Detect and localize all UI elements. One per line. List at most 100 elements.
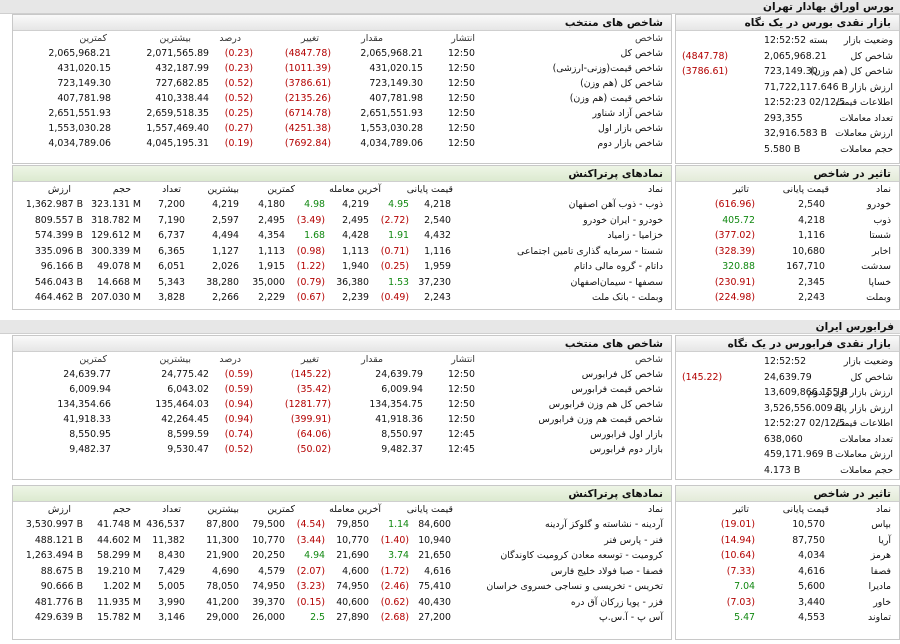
active-close: 21,650: [418, 550, 451, 561]
impact-row[interactable]: خساپا 2,345 (230.91): [676, 275, 899, 290]
active-value: 574.399 B: [34, 230, 83, 241]
snapshot-label: ارزش بازار: [849, 81, 893, 93]
index-name: شاخص بازار دوم: [597, 138, 663, 149]
index-row[interactable]: شاخص کل هم وزن فرابورس 12:50 134,354.75 (12…: [13, 397, 671, 412]
index-max: 432,187.99: [155, 63, 209, 74]
active-min: 26,000: [252, 612, 285, 623]
active-close: 4,432: [424, 230, 451, 241]
snapshot-row: ارزش بازار اول و دوم 13,609,866.155 B: [676, 385, 899, 400]
impact-row[interactable]: مادیرا 5,600 7.04: [676, 579, 899, 594]
snapshot-value: 4.173 B: [764, 464, 801, 476]
fara-indices-title: شاخص های منتخب: [13, 336, 671, 352]
index-min: 431,020.15: [57, 63, 111, 74]
index-row[interactable]: شاخص بازار اول 12:50 1,553,030.28 (4251.38)…: [13, 121, 671, 136]
impact-row[interactable]: وبملت 2,243 (224.98): [676, 290, 899, 305]
index-row[interactable]: شاخص قیمت(وزنی-ارزشی) 12:50 431,020.15 (101…: [13, 61, 671, 76]
active-symbol: آس پ - آ.س.پ: [598, 612, 663, 623]
active-row[interactable]: تخریس - تخریسی و نساجی خسروی خراسان 75,41…: [13, 579, 671, 594]
impact-row[interactable]: تماوند 4,553 5.47: [676, 610, 899, 625]
active-row[interactable]: داتام - گروه مالی داتام 1,959 (0.25) 1,940 (…: [13, 259, 671, 274]
active-row[interactable]: آس پ - آ.س.پ 27,200 (2.68) 27,890 2.5 26,000 2…: [13, 610, 671, 625]
impact-row[interactable]: فصفا 4,616 (7.33): [676, 564, 899, 579]
active-min: 2,495: [258, 214, 285, 226]
active-row[interactable]: شستا - سرمایه گذاری تامین اجتماعی 1,116 (0…: [13, 244, 671, 259]
impact-header-cell: تاثیر: [732, 184, 749, 195]
active-last: 40,600: [336, 596, 369, 608]
indices-header-cell: درصد: [219, 354, 241, 365]
index-time: 12:50: [447, 63, 475, 74]
active-value: 335.096 B: [34, 245, 83, 257]
active-row[interactable]: خزامیا - زامیاد 4,432 1.91 4,428 1.68 4,354 4,…: [13, 228, 671, 243]
index-min: 4,034,789.06: [48, 138, 111, 149]
index-row[interactable]: شاخص کل (هم وزن) 12:50 723,149.30 (3786.61)…: [13, 76, 671, 91]
index-name: شاخص کل: [620, 48, 663, 59]
index-value: 8,550.97: [381, 429, 423, 440]
active-row[interactable]: فنر - پارس فنر 10,940 (1.40) 10,770 (3.44) 10…: [13, 533, 671, 548]
index-min: 8,550.95: [69, 429, 111, 440]
index-percent: (0.25): [224, 108, 253, 119]
impact-symbol: هرمز: [870, 550, 891, 561]
active-value: 429.639 B: [34, 612, 83, 623]
impact-row[interactable]: ذوب 4,218 405.72: [676, 213, 899, 228]
active-row[interactable]: ذوب - ذوب آهن اصفهان 4,218 4.95 4,219 4.98 4,…: [13, 197, 671, 212]
indices-header-cell: تغییر: [301, 33, 319, 44]
active-value: 546.043 B: [34, 276, 83, 288]
index-change: (2135.26): [284, 93, 331, 104]
index-name: شاخص قیمت (هم وزن): [569, 93, 663, 104]
active-last-change: 4.94: [304, 550, 325, 561]
index-max: 410,338.44: [155, 93, 209, 104]
index-time: 12:50: [447, 123, 475, 134]
index-row[interactable]: شاخص بازار دوم 12:50 4,034,789.06 (7692.84)…: [13, 136, 671, 151]
active-row[interactable]: وبملت - بانک ملت 2,243 (0.49) 2,239 (0.67) 2,…: [13, 290, 671, 305]
active-min: 2,229: [258, 292, 285, 303]
snapshot-row: ارزش معاملات 459,171.969 B: [676, 447, 899, 462]
index-row[interactable]: شاخص کل فرابورس 12:50 24,639.79 (145.22) (0.…: [13, 367, 671, 382]
impact-row[interactable]: هرمز 4,034 (10.64): [676, 548, 899, 563]
impact-header-cell: نماد: [875, 184, 891, 195]
impact-row[interactable]: آریا 87,750 (14.94): [676, 533, 899, 548]
impact-row[interactable]: شستا 1,116 (377.02): [676, 228, 899, 243]
impact-value: 5.47: [734, 612, 755, 623]
index-change: (145.22): [290, 369, 331, 380]
active-header-cell: حجم: [112, 504, 131, 515]
impact-row[interactable]: خودرو 2,540 (616.96): [676, 197, 899, 212]
index-row[interactable]: شاخص قیمت هم وزن فرابورس 12:50 41,918.36 (3…: [13, 412, 671, 427]
active-symbol: کرومیت - توسعه معادن کرومیت کاوندگان: [500, 550, 663, 561]
active-row[interactable]: آردینه - نشاسته و گلوکز آردینه 84,600 1.14…: [13, 517, 671, 532]
active-header-cell: تعداد: [162, 184, 181, 195]
active-last: 2,239: [342, 292, 369, 303]
boors-impact-panel: تاثیر در شاخص نماد قیمت پایانی تاثیر خودرو 2…: [675, 165, 900, 310]
active-symbol: خزامیا - زامیاد: [607, 230, 663, 241]
index-row[interactable]: بازار دوم فرابورس 12:45 9,482.37 (50.02) (0.…: [13, 442, 671, 457]
index-row[interactable]: شاخص کل 12:50 2,065,968.21 (4847.78) (0.23) 2…: [13, 46, 671, 61]
active-max: 2,597: [212, 214, 239, 226]
index-time: 12:50: [447, 93, 475, 104]
impact-row[interactable]: خاور 3,440 (7.03): [676, 595, 899, 610]
index-max: 42,264.45: [161, 414, 209, 425]
fara-snapshot-panel: بازار نقدی فرابورس در یک نگاه وضعیت بازا…: [675, 335, 900, 480]
active-row[interactable]: فصفا - صبا فولاد خلیج فارس 4,616 (1.72) 4,6…: [13, 564, 671, 579]
active-row[interactable]: سصفها - سیمان‌اصفهان 37,230 1.53 36,380 (0.7…: [13, 275, 671, 290]
active-row[interactable]: خودرو - ایران خودرو 2,540 (2.72) 2,495 (3.49…: [13, 213, 671, 228]
index-row[interactable]: شاخص آزاد شناور 12:50 2,651,551.93 (6714.78…: [13, 106, 671, 121]
index-value: 6,009.94: [381, 384, 423, 395]
active-row[interactable]: کرومیت - توسعه معادن کرومیت کاوندگان 21,6…: [13, 548, 671, 563]
active-volume: 129.612 M: [91, 230, 141, 241]
index-row[interactable]: شاخص قیمت فرابورس 12:50 6,009.94 (35.42) (0.…: [13, 382, 671, 397]
indices-header-cell: کمترین: [79, 33, 107, 44]
impact-value: (224.98): [714, 292, 755, 303]
active-max: 4,219: [212, 199, 239, 210]
active-max: 78,050: [206, 581, 239, 592]
active-header-cell: ارزش: [47, 184, 71, 195]
index-change: (1281.77): [284, 399, 331, 410]
index-row[interactable]: شاخص قیمت (هم وزن) 12:50 407,781.98 (2135.2…: [13, 91, 671, 106]
index-row[interactable]: بازار اول فرابورس 12:45 8,550.97 (64.06) (0.…: [13, 427, 671, 442]
active-last: 36,380: [336, 276, 369, 288]
impact-row[interactable]: سدشت 167,710 320.88: [676, 259, 899, 274]
impact-row[interactable]: اخابر 10,680 (328.39): [676, 244, 899, 259]
index-time: 12:45: [447, 429, 475, 440]
active-row[interactable]: فزر - پویا زرکان آق دره 40,430 (0.62) 40,60…: [13, 595, 671, 610]
impact-row[interactable]: بپاس 10,570 (19.01): [676, 517, 899, 532]
index-change: (1011.39): [284, 63, 331, 74]
active-header-cell: حجم: [112, 184, 131, 195]
